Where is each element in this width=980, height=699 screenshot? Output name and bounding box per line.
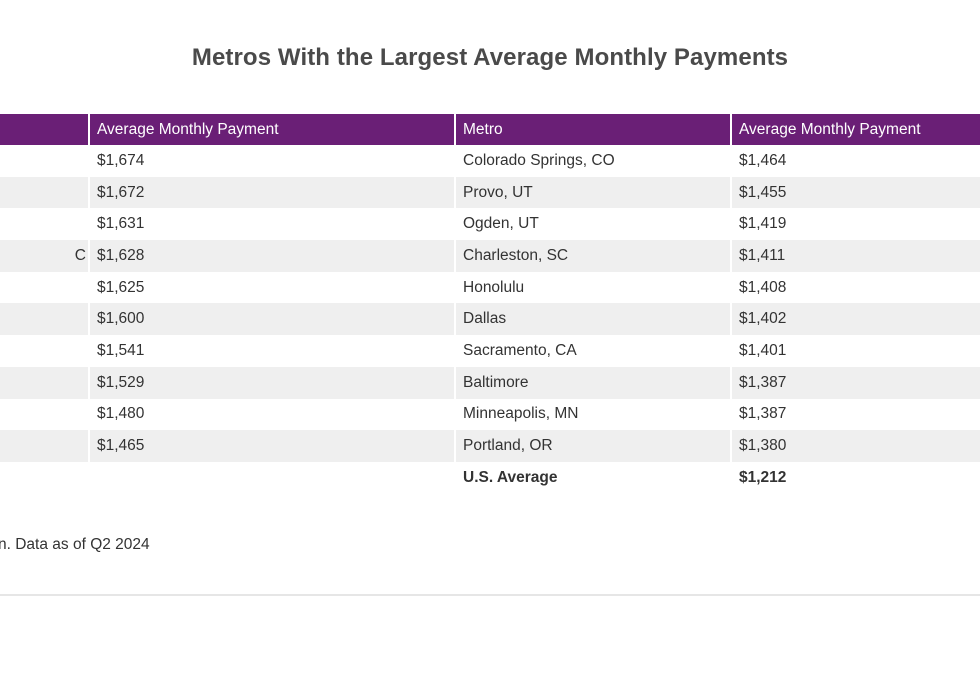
payment-cell: $1,411 bbox=[731, 240, 980, 272]
table-row: $1,465 Portland, OR $1,380 bbox=[0, 430, 980, 462]
table-row: $1,672 Provo, UT $1,455 bbox=[0, 176, 980, 209]
left-payment-cell bbox=[89, 461, 456, 494]
left-payment-cell: $1,541 bbox=[89, 335, 456, 367]
table-row: C $1,628 Charleston, SC $1,411 bbox=[0, 240, 980, 272]
column-header-payment-left: Average Monthly Payment bbox=[89, 114, 456, 145]
metro-cell: Portland, OR bbox=[455, 430, 732, 462]
left-metro-cell bbox=[0, 461, 90, 494]
table-row: $1,625 Honolulu $1,408 bbox=[0, 271, 980, 304]
us-average-label: U.S. Average bbox=[455, 461, 732, 494]
metro-cell: Honolulu bbox=[455, 271, 732, 304]
left-metro-cell bbox=[0, 145, 90, 177]
table-row: $1,480 Minneapolis, MN $1,387 bbox=[0, 398, 980, 431]
payment-cell: $1,464 bbox=[731, 145, 980, 177]
left-payment-cell: $1,465 bbox=[89, 430, 456, 462]
left-metro-cell bbox=[0, 303, 90, 336]
left-metro-cell bbox=[0, 335, 90, 367]
page-title: Metros With the Largest Average Monthly … bbox=[191, 44, 789, 71]
column-header-payment: Average Monthly Payment bbox=[731, 114, 980, 145]
left-metro-cell bbox=[0, 208, 90, 241]
table-row: $1,541 Sacramento, CA $1,401 bbox=[0, 335, 980, 367]
payment-cell: $1,455 bbox=[731, 176, 980, 209]
metro-cell: Ogden, UT bbox=[455, 208, 732, 241]
left-payment-cell: $1,628 bbox=[89, 240, 456, 272]
metro-cell: Sacramento, CA bbox=[455, 335, 732, 367]
left-metro-cell bbox=[0, 271, 90, 304]
payment-cell: $1,408 bbox=[731, 271, 980, 304]
left-metro-cell: C bbox=[0, 240, 90, 272]
us-average-value: $1,212 bbox=[731, 461, 980, 494]
left-payment-cell: $1,529 bbox=[89, 366, 456, 399]
table-row: $1,631 Ogden, UT $1,419 bbox=[0, 208, 980, 241]
table-row: $1,600 Dallas $1,402 bbox=[0, 303, 980, 336]
left-payment-cell: $1,480 bbox=[89, 398, 456, 431]
metro-cell: Baltimore bbox=[455, 366, 732, 399]
metro-cell: Provo, UT bbox=[455, 176, 732, 209]
payment-cell: $1,387 bbox=[731, 398, 980, 431]
metro-cell: Minneapolis, MN bbox=[455, 398, 732, 431]
metro-cell: Charleston, SC bbox=[455, 240, 732, 272]
left-payment-cell: $1,600 bbox=[89, 303, 456, 336]
column-header-metro-left bbox=[0, 114, 90, 145]
divider bbox=[0, 594, 980, 596]
metro-payments-table: Average Monthly Payment Metro Average Mo… bbox=[0, 114, 980, 494]
payment-cell: $1,380 bbox=[731, 430, 980, 462]
metro-cell: Dallas bbox=[455, 303, 732, 336]
metro-cell: Colorado Springs, CO bbox=[455, 145, 732, 177]
left-payment-cell: $1,631 bbox=[89, 208, 456, 241]
payment-cell: $1,402 bbox=[731, 303, 980, 336]
table-row: $1,529 Baltimore $1,387 bbox=[0, 366, 980, 399]
left-metro-cell bbox=[0, 430, 90, 462]
left-payment-cell: $1,672 bbox=[89, 176, 456, 209]
left-metro-cell bbox=[0, 366, 90, 399]
left-metro-cell bbox=[0, 398, 90, 431]
payment-cell: $1,401 bbox=[731, 335, 980, 367]
left-payment-cell: $1,625 bbox=[89, 271, 456, 304]
column-header-metro: Metro bbox=[455, 114, 732, 145]
table-row: $1,674 Colorado Springs, CO $1,464 bbox=[0, 145, 980, 177]
payment-cell: $1,387 bbox=[731, 366, 980, 399]
source-footnote: n. Data as of Q2 2024 bbox=[0, 536, 150, 553]
table-total-row: U.S. Average $1,212 bbox=[0, 461, 980, 494]
left-payment-cell: $1,674 bbox=[89, 145, 456, 177]
table-header-row: Average Monthly Payment Metro Average Mo… bbox=[0, 114, 980, 145]
left-metro-cell bbox=[0, 176, 90, 209]
payment-cell: $1,419 bbox=[731, 208, 980, 241]
